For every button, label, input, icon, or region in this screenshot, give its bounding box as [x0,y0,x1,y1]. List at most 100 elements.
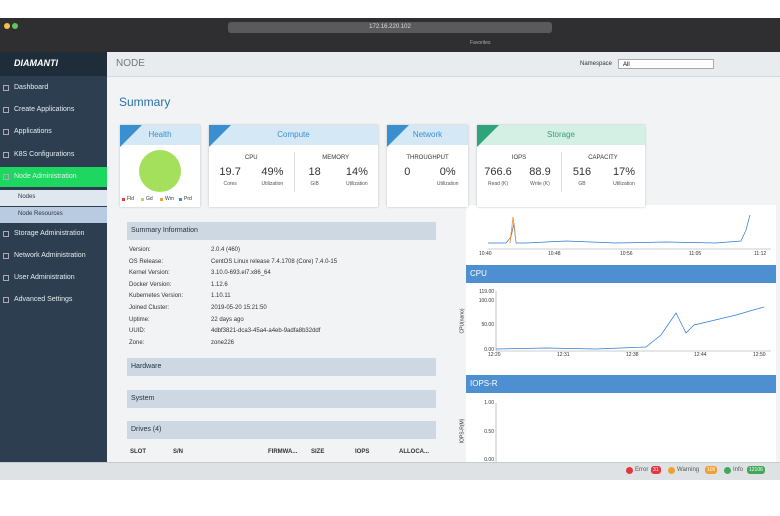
x-tick-label: 10:40 [479,251,492,257]
metric-value: 0% [439,166,456,178]
nav-item[interactable]: Advanced Settings [14,296,73,303]
nav-item[interactable]: Node Administration [14,173,77,180]
chart-title: IOPS-R [470,379,498,388]
y-tick-label: 0.00 [484,347,494,353]
y-tick-label: 1.00 [484,400,494,406]
info-key: UUID: [129,328,146,335]
card-title: Storage [546,130,576,139]
x-tick-label: 12:38 [626,352,639,358]
card-title: Compute [277,130,310,139]
x-tick-label: 10:48 [548,251,561,257]
info-key: Zone: [129,339,145,346]
nav-item[interactable]: Applications [14,128,52,135]
legend-swatch [122,198,125,201]
brand: DIAMANTI [14,58,58,68]
table-header: SLOT [130,449,146,455]
info-key: Uptime: [129,316,150,323]
metric-unit: Utilization [436,181,459,187]
page-title: NODE [116,58,145,69]
status-label[interactable]: Warning [677,467,700,473]
namespace-select[interactable]: All [618,59,714,69]
nav-icon [3,253,9,259]
nav-item[interactable]: User Administration [14,274,75,281]
panel-title[interactable]: Summary Information [131,227,198,234]
metric-value: 49% [261,166,284,178]
x-tick-label: 12:20 [488,352,501,358]
card-header [209,125,378,145]
subnav-item[interactable]: Node Resources [18,211,63,217]
card-icon [120,125,142,147]
status-bar [0,462,780,480]
nav-item[interactable]: Create Applications [14,106,75,113]
table-header: S/N [173,449,184,455]
nav-icon [3,107,9,113]
info-value: 4dbf3821-dca3-45a4-a4eb-9adfa8b32ddf [211,328,321,335]
legend-label: Wm [165,196,174,202]
metric-unit: Utilization [346,181,368,187]
status-icon [724,467,731,474]
table-header: FIRMWA... [268,449,298,455]
group-label: CAPACITY [588,155,618,161]
table-header: SIZE [311,449,325,455]
window-button[interactable] [12,23,18,29]
card-icon [209,125,231,147]
metric-value: 88.9 [529,166,551,178]
status-icon [626,467,633,474]
status-count: 31 [651,466,661,474]
card-icon [387,125,409,147]
nav-item[interactable]: K8S Configurations [14,151,75,158]
info-key: Kubernetes Version: [129,293,184,300]
info-key: Joined Cluster: [129,305,170,311]
group-label: THROUGHPUT [406,155,449,161]
panel-header [127,222,436,240]
metric-value: 766.6 [484,166,512,178]
nav-icon [3,152,9,158]
info-value: 3.10.0-693.el7.x86_64 [211,270,271,277]
iops-header [466,375,776,393]
metric-unit: GB [578,181,586,187]
status-count: 12106 [747,466,765,474]
metric-value: 0 [404,166,411,178]
panel-title[interactable]: Drives (4) [131,426,162,433]
panel-title[interactable]: System [131,395,155,402]
chart-bg [466,205,776,462]
subnav-item[interactable]: Nodes [18,194,36,200]
nav-item[interactable]: Dashboard [14,84,49,91]
info-value: 2019-05-20 15:21:50 [211,305,267,311]
nav-item[interactable]: Network Administration [14,252,86,259]
legend-swatch [141,198,144,201]
nav-icon [3,85,9,91]
window-button[interactable] [4,23,10,29]
metric-unit: Utilization [261,181,284,187]
x-tick-label: 11:12 [754,251,767,257]
metric-value: 17% [612,166,636,178]
group-label: IOPS [511,155,527,161]
chart-title: CPU [470,269,487,278]
card-divider [293,152,295,192]
info-value: 22 days ago [211,316,244,323]
legend-label: Fld [127,196,134,202]
bookmarks-label: Favorites [470,40,491,46]
card-header [477,125,645,145]
status-icon [668,467,675,474]
x-tick-label: 12:50 [753,352,766,358]
summary-title: Summary [119,95,171,109]
status-label[interactable]: Info [733,467,744,473]
x-tick-label: 12:31 [557,352,570,358]
x-tick-label: 10:56 [620,251,633,257]
nav-item[interactable]: Storage Administration [14,230,85,237]
panel-title[interactable]: Hardware [131,363,162,370]
address-bar[interactable]: 172.16.220.102 [228,22,552,33]
y-tick-label: 50.00 [481,322,494,328]
x-tick-label: 12:44 [694,352,707,358]
status-count: 105 [705,466,718,474]
card-divider [561,152,562,192]
legend-swatch [179,198,182,201]
info-value: CentOS Linux release 7.4.1708 (Core) 7.4… [211,258,338,265]
metric-unit: GiB [310,181,319,187]
info-key: Kernel Version: [129,270,170,277]
status-label[interactable]: Error [635,467,649,473]
nav-icon [3,275,9,281]
legend-label: Prd [184,196,192,202]
